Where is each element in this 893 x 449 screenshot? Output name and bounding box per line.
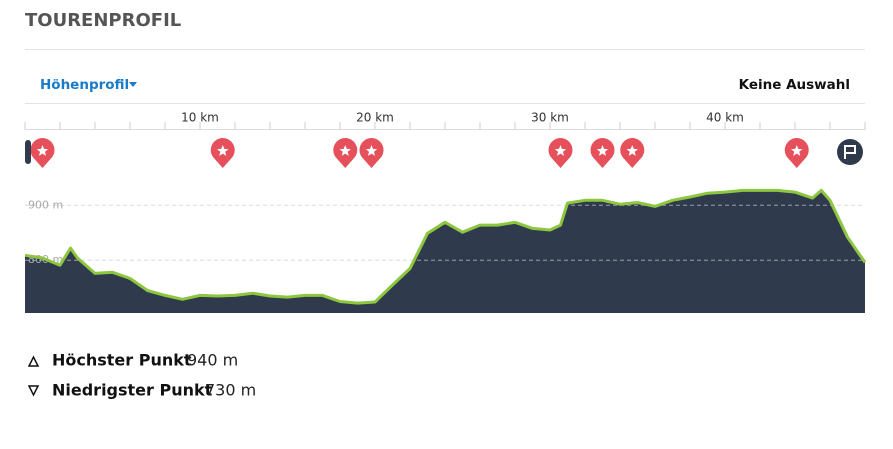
- finish-flag: [844, 145, 856, 159]
- poi-star: [365, 145, 378, 156]
- start-icon: [25, 140, 31, 164]
- x-tick-label: 20 km: [356, 111, 394, 125]
- area: [25, 190, 865, 313]
- x-tick-label: 10 km: [181, 111, 219, 125]
- poi-star: [791, 145, 803, 156]
- stat-label: Höchster Punkt: [52, 351, 192, 370]
- selection-label[interactable]: Keine Auswahl: [739, 77, 850, 93]
- dropdown[interactable]: Höhenprofil: [40, 77, 137, 93]
- stat-label: Niedrigster Punkt: [52, 381, 213, 400]
- profile-line: [24, 188, 867, 305]
- poi-star: [626, 145, 638, 156]
- poi-star: [339, 145, 351, 156]
- up-icon: [27, 355, 40, 367]
- down-icon: [27, 385, 40, 397]
- section-title: TOURENPROFIL: [25, 10, 181, 31]
- poi-star: [596, 145, 609, 156]
- dropdown-label[interactable]: Höhenprofil: [40, 77, 129, 93]
- poi-star: [217, 145, 229, 156]
- poi-star: [36, 145, 49, 156]
- poi-star: [554, 145, 567, 156]
- stat-value: 730 m: [205, 381, 256, 400]
- x-tick-label: 30 km: [531, 111, 569, 125]
- x-tick-label: 40 km: [706, 111, 744, 125]
- finish-icon: [837, 139, 863, 165]
- stat-value: 940 m: [187, 351, 238, 370]
- y-tick-label: 900 m: [28, 198, 63, 211]
- dropdown-caret[interactable]: [129, 82, 137, 87]
